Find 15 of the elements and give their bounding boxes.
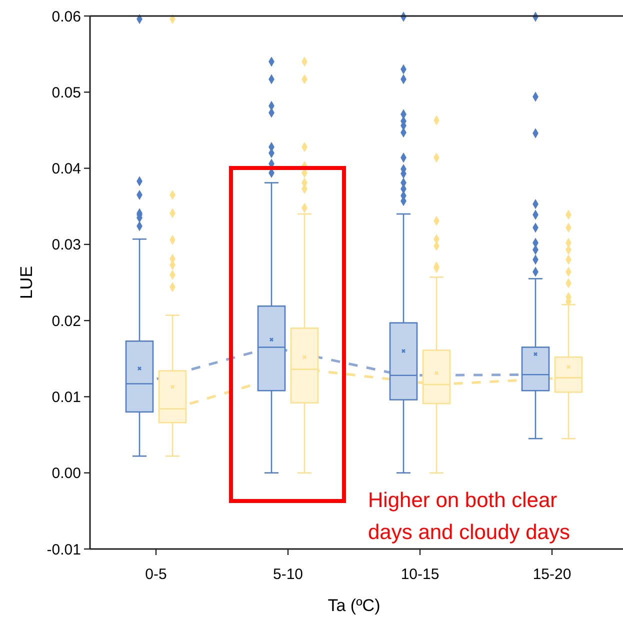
y-tick-label: 0.01	[52, 388, 81, 406]
x-axis-title: Ta (ºC)	[328, 596, 380, 615]
annotation: Higher on both clear days and cloudy days	[368, 489, 570, 544]
y-tick-label: -0.01	[46, 541, 81, 558]
y-axis-title: LUE	[17, 266, 36, 300]
y-tick-label: 0.04	[52, 160, 81, 178]
x-tick-label: 5-10	[272, 566, 304, 583]
y-tick-label: 0.05	[52, 84, 81, 102]
y-tick-label: 0.06	[52, 8, 81, 26]
x-tick-label: 10-15	[400, 566, 440, 583]
y-tick-label: 0.02	[52, 312, 81, 330]
x-tick-label: 0-5	[145, 566, 167, 583]
y-tick-label: 0.00	[52, 465, 81, 482]
y-tick-label: 0.03	[52, 236, 81, 254]
x-tick-label: 15-20	[532, 566, 572, 583]
